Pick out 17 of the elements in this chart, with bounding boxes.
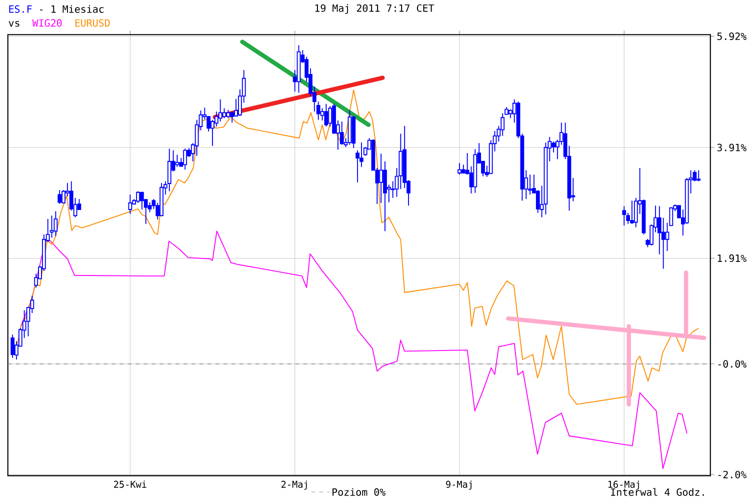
chart-subtitle: 19 Maj 2011 7:17 CET [315,4,434,14]
y-tick-label: 5.92% [717,32,747,40]
x-tick-label: 2-Maj [281,480,307,490]
x-tick-label: 16-Maj [608,480,639,490]
chart-title: - 1 Miesiac [40,5,104,13]
x-tick-label: 25-Kwi [114,480,146,488]
x-tick-label: 9-Maj [446,480,472,490]
text: ES.F [9,5,32,13]
text: EURUSD [75,19,110,27]
legend-label: Poziom 0% [332,488,386,496]
legend-title: vs [8,21,20,27]
y-tick-label: 3.91% [717,144,747,152]
y-tick-label: -2.0% [718,470,747,478]
y-tick-label: 1.91% [718,254,747,262]
text: WIG20 [32,19,62,27]
y-tick-label: -0.0% [718,360,747,368]
text: Interwal 4 Godz. [611,488,704,496]
